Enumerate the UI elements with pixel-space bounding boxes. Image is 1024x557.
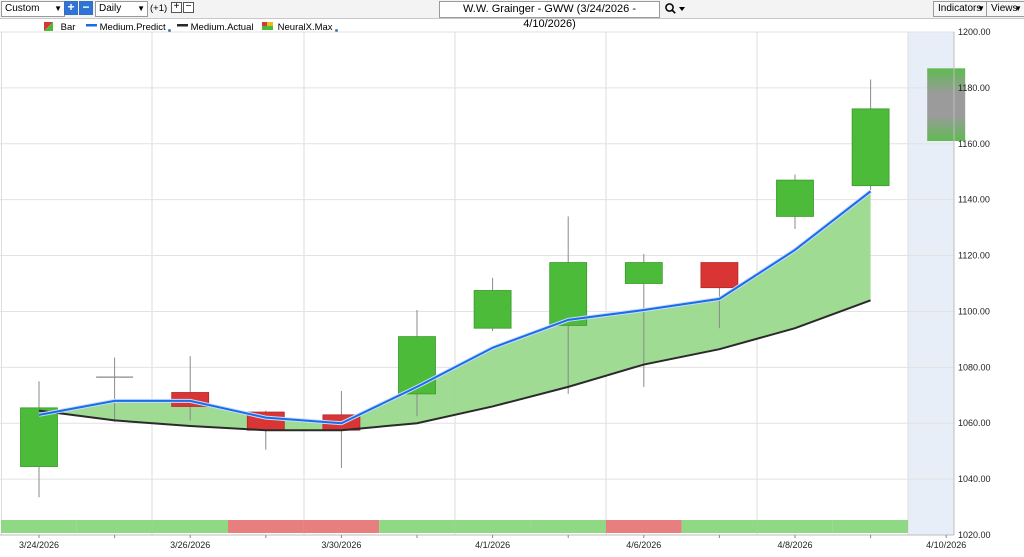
range-select-value: Custom bbox=[5, 3, 40, 14]
y-tick-label: 1140.00 bbox=[958, 195, 990, 205]
signal-band-segment bbox=[681, 520, 758, 533]
minus-icon: − bbox=[82, 0, 90, 14]
x-tick-label: 4/1/2026 bbox=[475, 540, 510, 550]
signal-band-segment bbox=[228, 520, 304, 533]
chevron-down-icon: ▼ bbox=[1014, 4, 1022, 13]
y-tick-label: 1180.00 bbox=[958, 83, 990, 93]
candle-up bbox=[851, 108, 890, 187]
y-tick-label: 1120.00 bbox=[958, 251, 990, 261]
forecast-box bbox=[927, 68, 966, 141]
actual-line bbox=[38, 299, 871, 432]
y-tick-label: 1100.00 bbox=[958, 306, 990, 316]
y-tick-label: 1060.00 bbox=[958, 418, 991, 428]
views-label: Views bbox=[991, 3, 1018, 14]
candle-up bbox=[549, 262, 588, 326]
legend-predict: Medium.Predict bbox=[86, 22, 171, 33]
period-select-value: Daily bbox=[99, 3, 122, 14]
y-tick-label: 1200.00 bbox=[958, 27, 991, 37]
candle-up bbox=[398, 336, 436, 395]
y-tick-label: 1020.00 bbox=[958, 530, 991, 540]
signal-band-segment bbox=[757, 520, 833, 533]
signal-band-segment bbox=[530, 520, 606, 533]
legend-neural: NeuralX.Max bbox=[262, 22, 338, 33]
zoom-in-button[interactable]: + bbox=[64, 1, 78, 15]
range-select[interactable]: Custom ▼ bbox=[1, 1, 65, 17]
candle-up bbox=[473, 290, 512, 329]
line-legend-icon bbox=[177, 24, 188, 27]
dot-icon bbox=[334, 29, 338, 32]
chevron-down-icon: ▼ bbox=[137, 4, 145, 13]
offset-label: (+1) bbox=[150, 3, 168, 14]
candle-up bbox=[776, 179, 814, 217]
toolbar: Custom ▼ + − Daily ▼ (+1) + − W.W. Grain… bbox=[0, 0, 1024, 30]
legend-neural-label: NeuralX.Max bbox=[277, 22, 333, 33]
period-select[interactable]: Daily ▼ bbox=[95, 1, 148, 17]
signal-band-segment bbox=[152, 520, 228, 533]
signal-band-segment bbox=[303, 520, 380, 533]
signal-band-segment bbox=[1, 520, 77, 533]
plus-icon: + bbox=[173, 1, 180, 12]
views-button[interactable]: Views ▼ bbox=[986, 1, 1024, 17]
x-tick-label: 3/24/2026 bbox=[19, 540, 59, 550]
line-legend-icon bbox=[86, 24, 97, 27]
y-tick-label: 1160.00 bbox=[958, 139, 990, 149]
legend-bar-label: Bar bbox=[60, 22, 76, 33]
predict-line bbox=[38, 190, 872, 425]
signal-band-segment bbox=[379, 520, 455, 533]
signal-band-segment bbox=[832, 520, 908, 533]
chart-title[interactable]: W.W. Grainger - GWW (3/24/2026 - 4/10/20… bbox=[439, 1, 660, 30]
candle-down bbox=[700, 262, 739, 289]
legend-actual-label: Medium.Actual bbox=[190, 22, 254, 33]
y-tick-label: 1080.00 bbox=[958, 362, 991, 372]
plus-icon: + bbox=[67, 0, 75, 14]
predict-actual-fill bbox=[39, 191, 871, 431]
indicators-label: Indicators bbox=[938, 3, 982, 14]
offset-increase-button[interactable]: + bbox=[171, 2, 182, 13]
signal-band-segment bbox=[454, 520, 531, 533]
chevron-down-icon: ▼ bbox=[977, 4, 985, 13]
dot-icon bbox=[167, 29, 171, 32]
legend-predict-label: Medium.Predict bbox=[99, 22, 166, 33]
zoom-out-button[interactable]: − bbox=[79, 1, 93, 15]
x-tick-label: 3/30/2026 bbox=[321, 540, 361, 550]
neural-legend-icon bbox=[262, 22, 273, 30]
x-tick-label: 4/8/2026 bbox=[777, 540, 812, 550]
legend-bar: Bar bbox=[44, 22, 75, 33]
signal-band-segment bbox=[76, 520, 153, 533]
chevron-down-icon: ▼ bbox=[54, 4, 62, 13]
candle-up bbox=[20, 407, 58, 467]
legend-actual: Medium.Actual bbox=[177, 22, 253, 33]
search-icon[interactable] bbox=[664, 2, 686, 16]
x-tick-label: 4/10/2026 bbox=[926, 540, 966, 550]
candle-up bbox=[624, 262, 663, 284]
x-tick-label: 4/6/2026 bbox=[626, 540, 661, 550]
signal-band-segment bbox=[606, 520, 682, 533]
offset-decrease-button[interactable]: − bbox=[183, 2, 194, 13]
bar-legend-icon bbox=[44, 22, 53, 31]
y-tick-label: 1040.00 bbox=[958, 474, 991, 484]
minus-icon: − bbox=[185, 1, 192, 12]
x-tick-label: 3/26/2026 bbox=[170, 540, 210, 550]
